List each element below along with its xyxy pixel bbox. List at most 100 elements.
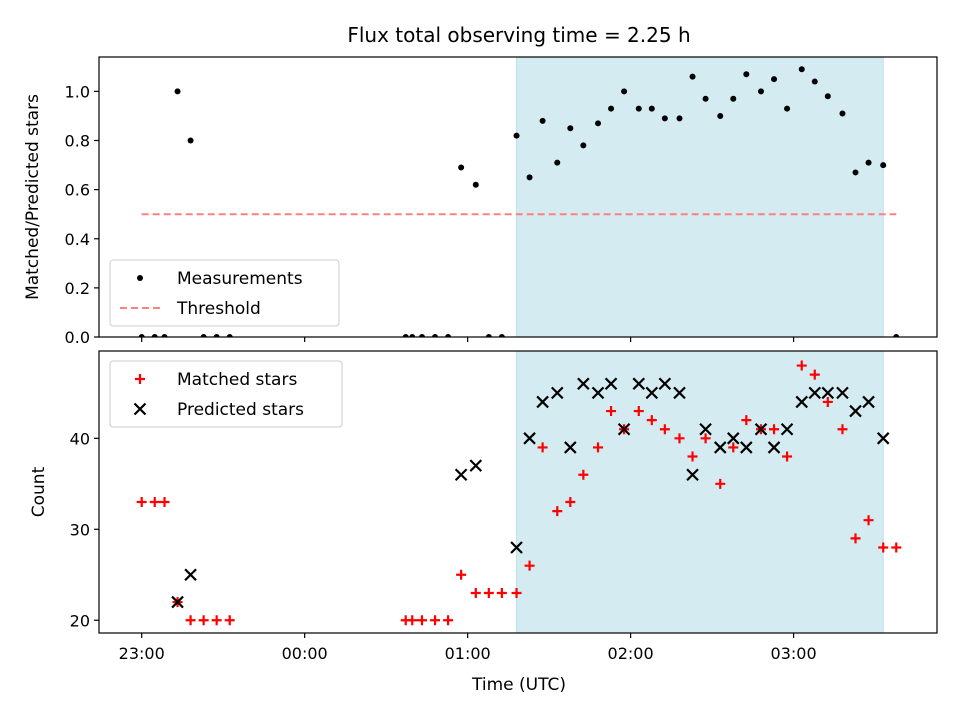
data-point [184,568,197,582]
data-point [526,174,533,181]
legend-marker [133,402,147,416]
data-point [730,95,737,102]
data-point [878,542,889,553]
data-point [880,162,887,169]
data-point [536,395,549,409]
data-point [713,441,727,454]
data-point [891,542,902,553]
data-point [151,334,158,337]
data-point [621,88,628,95]
data-point [780,422,794,436]
legend-label: Matched stars [177,370,297,390]
data-point [485,334,492,337]
data-point [863,515,874,526]
plot-area [138,66,900,337]
data-point [483,587,494,598]
data-point [161,334,168,337]
data-point [689,73,696,80]
data-point [849,404,862,418]
data-point [822,396,833,407]
data-point [850,533,861,544]
data-point [171,595,184,609]
x-axis-label: Time (UTC) [471,675,566,695]
data-point [523,432,536,445]
data-point [674,433,685,444]
data-point [700,433,711,444]
plot-area [136,360,902,626]
data-point [454,468,468,481]
data-point [617,422,631,436]
data-point [728,442,739,453]
data-point [456,569,467,580]
data-point [578,469,589,480]
data-point [824,93,831,100]
highlight-span [516,57,884,337]
data-point [646,415,657,426]
data-point [226,334,233,337]
data-point [743,71,750,78]
data-point [608,105,615,112]
data-point [893,334,900,337]
data-point [862,395,875,409]
legend-box [109,360,343,428]
data-point [767,441,781,454]
data-point [565,497,576,508]
data-point [511,587,522,598]
legend-label: Threshold [176,299,261,319]
data-point [159,497,170,508]
data-point [796,360,807,371]
data-point [185,615,196,626]
data-point [782,451,793,462]
y-tick-label: 0.0 [65,328,90,347]
data-point [754,422,768,436]
data-point [200,334,207,337]
data-point [809,369,820,380]
data-point [402,334,409,337]
legend-marker [137,275,143,281]
data-point [808,386,822,400]
series-measurements [138,66,900,337]
data-point [741,415,752,426]
data-point [564,441,577,454]
data-point [409,334,416,337]
data-point [577,377,590,391]
data-point [211,615,222,626]
data-point [537,442,548,453]
data-point [407,615,418,626]
data-point [661,115,668,122]
data-point [432,334,439,337]
data-point [567,125,574,132]
data-point [591,386,605,400]
data-point [443,615,454,626]
data-point [686,468,699,481]
y-tick-label: 0.2 [65,279,90,298]
series-matched-stars [136,360,902,626]
data-point [876,432,890,445]
data-point [769,424,780,435]
data-point [224,615,235,626]
data-point [469,459,483,472]
x-tick-label: 03:00 [771,644,817,663]
chart-title: Flux total observing time = 2.25 h [347,23,690,47]
data-point [658,377,672,391]
x-tick-label: 02:00 [608,644,654,663]
x-tick-label: 00:00 [282,644,328,663]
data-point [784,105,791,112]
panel-frame [98,56,938,338]
data-point [821,386,835,400]
data-point [633,406,644,417]
data-point [635,105,642,112]
data-point [470,587,481,598]
data-point [632,377,646,391]
data-point [659,424,670,435]
data-point [717,112,724,119]
data-point [472,181,479,188]
top-y-axis-label: Matched/Predicted stars [23,94,43,300]
data-point [811,78,818,85]
data-point [510,541,523,554]
data-point [593,442,604,453]
y-tick-label: 20 [70,611,90,630]
data-point [740,441,753,454]
legend-marker [135,374,145,384]
y-tick-label: 1.0 [65,82,90,101]
